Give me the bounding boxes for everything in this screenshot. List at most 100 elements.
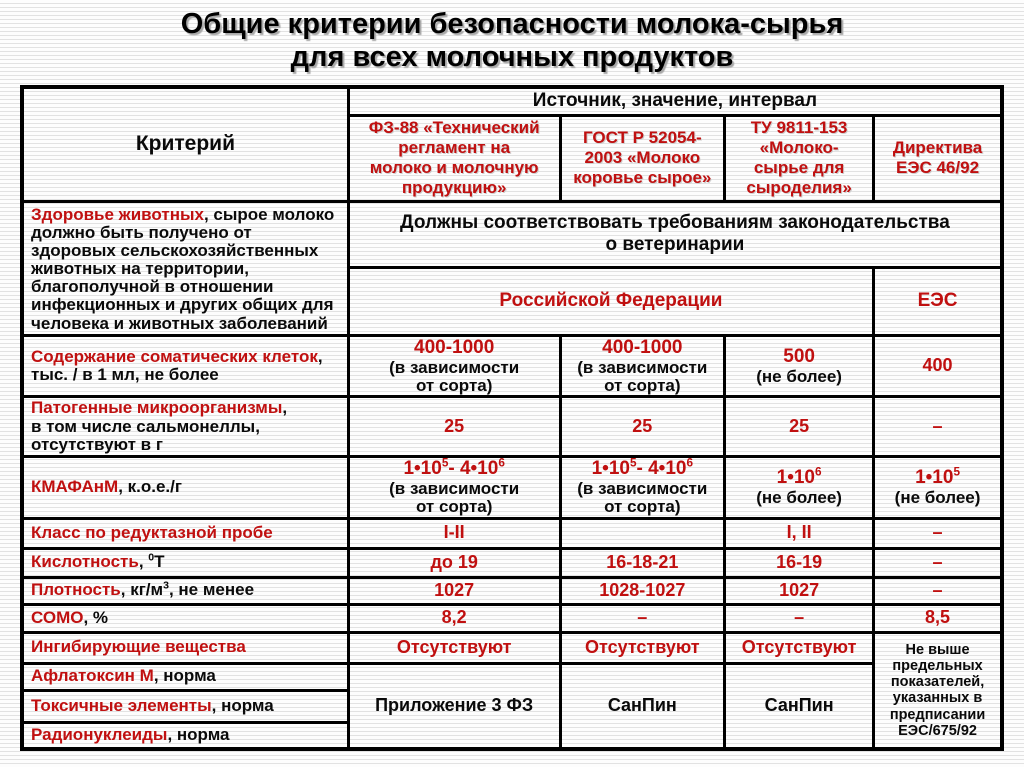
row-kmafanm: КМАФАнМ, к.о.е./г 1•105- 4•106 (в зависим… [20, 454, 1004, 520]
somatic-value-tu-num: 500 [783, 345, 815, 367]
reductase-value-directive: – [872, 516, 1004, 550]
health-value-rf: Российской Федерации [346, 265, 876, 337]
row-health: Здоровье животных, сырое молоко должно б… [20, 199, 1004, 337]
row-radionuclides: Радионуклеиды, норма [20, 720, 1002, 751]
acidity-value-fz88: до 19 [346, 546, 562, 579]
somo-value-tu: – [723, 602, 876, 634]
pathogens-label: Патогенные микроорганизмы, в том числе с… [20, 395, 350, 458]
inhibitors-value-tu: Отсутствуют [723, 630, 876, 665]
somo-label-term: СОМО [31, 607, 84, 627]
radionuclides-label-rest: , норма [167, 725, 230, 745]
column-header-directive: Директива ЕЭС 46/92 [872, 113, 1004, 203]
kmafanm-value-tu: 1•106 (не более) [723, 454, 876, 520]
row-aflatoxin: Афлатоксин М, норма Приложение 3 ФЗ СанП… [20, 661, 1002, 751]
somatic-value-tu-note: (не более) [756, 366, 842, 386]
criterion-header: Критерий [20, 85, 350, 203]
page-title-line1: Общие критерии безопасности молока-сырья [180, 8, 844, 40]
somatic-value-directive: 400 [872, 333, 1004, 399]
acidity-label-term: Кислотность [31, 552, 139, 572]
toxic-elements-label-term: Токсичные элементы [31, 695, 212, 715]
inhibitors-label: Ингибирующие вещества [20, 630, 350, 665]
appendix-value: Приложение 3 ФЗ [346, 661, 562, 751]
acidity-label: Кислотность, 0Т [20, 546, 350, 579]
health-law-value: Должны соответствовать требованиям закон… [346, 199, 1004, 269]
page-title: Общие критерии безопасности молока-сырья… [0, 8, 1024, 74]
somatic-value-gost-num: 400-1000 [602, 336, 683, 358]
somatic-label-term: Содержание соматических клеток [31, 346, 318, 366]
toxic-elements-label-rest: , норма [211, 695, 274, 715]
pathogens-value-fz88: 25 [346, 395, 562, 458]
somo-value-gost: – [558, 602, 727, 634]
row-inhibitors: Ингибирующие вещества Отсутствуют Отсутс… [20, 630, 1004, 751]
somo-label: СОМО, % [20, 602, 350, 634]
column-header-fz88: ФЗ-88 «Технический регламент на молоко и… [346, 113, 562, 203]
kmafanm-value-gost-note: (в зависимости от сорта) [577, 478, 708, 516]
pathogens-value-tu: 25 [723, 395, 876, 458]
health-label: Здоровье животных, сырое молоко должно б… [20, 199, 350, 337]
somo-value-directive: 8,5 [872, 602, 1004, 634]
inhibitors-label-term: Ингибирующие вещества [31, 637, 246, 657]
row-density: Плотность, кг/м3, не менее 1027 1028-102… [20, 575, 1004, 606]
criteria-table: Критерий Источник, значение, интервал ФЗ… [20, 85, 1004, 752]
reductase-label-term: Класс по редуктазной пробе [31, 522, 273, 542]
density-value-tu: 1027 [723, 575, 876, 606]
row-toxic-elements: Токсичные элементы, норма [20, 688, 1002, 724]
acidity-value-gost: 16-18-21 [558, 546, 727, 579]
radionuclides-label-term: Радионуклеиды [31, 725, 168, 745]
somatic-value-gost-note: (в зависимости от сорта) [577, 357, 708, 395]
kmafanm-value-gost: 1•105- 4•106 (в зависимости от сорта) [558, 454, 727, 520]
kmafanm-value-directive: 1•105 (не более) [872, 454, 1004, 520]
row-pathogens: Патогенные микроорганизмы, в том числе с… [20, 395, 1004, 458]
pathogens-value-gost: 25 [558, 395, 727, 458]
row-reductase: Класс по редуктазной пробе I-II I, II – [20, 516, 1004, 550]
acidity-value-tu: 16-19 [723, 546, 876, 579]
row-acidity: Кислотность, 0Т до 19 16-18-21 16-19 – [20, 546, 1004, 579]
reductase-value-gost [558, 516, 727, 550]
reductase-value-fz88: I-II [346, 516, 562, 550]
sanpin-value-tu: СанПин [723, 661, 876, 751]
somatic-value-fz88: 400-1000 (в зависимости от сорта) [346, 333, 562, 399]
density-value-fz88: 1027 [346, 575, 562, 606]
column-header-tu: ТУ 9811-153 «Молоко- сырье для сыроделия… [723, 113, 876, 203]
somatic-label-rest: , тыс. / в 1 мл, не более [31, 346, 323, 385]
page-title-line2: для всех молочных продуктов [290, 40, 734, 73]
kmafanm-value-tu-note: (не более) [756, 487, 842, 507]
pathogens-label-rest: , в том числе сальмонеллы, отсутствуют в… [31, 398, 288, 454]
somatic-value-tu: 500 (не более) [723, 333, 876, 399]
row-somo: СОМО, % 8,2 – – 8,5 [20, 602, 1004, 634]
density-value-directive: – [872, 575, 1004, 606]
health-label-term: Здоровье животных [31, 204, 204, 224]
inhibitors-value-fz88: Отсутствуют [346, 630, 562, 665]
health-value-ees: ЕЭС [872, 265, 1004, 337]
acidity-value-directive: – [872, 546, 1004, 579]
kmafanm-value-directive-note: (не более) [894, 487, 981, 507]
kmafanm-label-term: КМАФАнМ [31, 477, 119, 497]
somatic-label: Содержание соматических клеток, тыс. / в… [20, 333, 350, 399]
kmafanm-label-rest: , к.о.е./г [118, 477, 182, 497]
kmafanm-value-fz88-note: (в зависимости от сорта) [389, 478, 520, 516]
radionuclides-label: Радионуклеиды, норма [20, 720, 350, 751]
aflatoxin-label: Афлатоксин М, норма [20, 661, 350, 692]
inhibitors-value-gost: Отсутствуют [558, 630, 727, 665]
kmafanm-label: КМАФАнМ, к.о.е./г [20, 454, 350, 520]
toxic-elements-label: Токсичные элементы, норма [20, 688, 350, 724]
sanpin-value-gost: СанПин [558, 661, 727, 751]
aflatoxin-label-term: Афлатоксин М [31, 666, 154, 686]
pathogens-value-directive: – [872, 395, 1004, 458]
source-header: Источник, значение, интервал [346, 85, 1004, 117]
row-somatic: Содержание соматических клеток, тыс. / в… [20, 333, 1004, 399]
reductase-value-tu: I, II [723, 516, 876, 550]
column-header-gost: ГОСТ Р 52054- 2003 «Молоко коровье сырое… [558, 113, 727, 203]
header-row-source: Критерий Источник, значение, интервал [20, 85, 1004, 203]
somatic-value-fz88-num: 400-1000 [414, 336, 495, 358]
somatic-value-fz88-note: (в зависимости от сорта) [389, 357, 520, 395]
density-value-gost: 1028-1027 [558, 575, 727, 606]
density-label: Плотность, кг/м3, не менее [20, 575, 350, 606]
somo-label-rest: , % [83, 607, 109, 627]
somatic-value-gost: 400-1000 (в зависимости от сорта) [558, 333, 727, 399]
reductase-label: Класс по редуктазной пробе [20, 516, 350, 550]
row-health-jurisdiction: Российской Федерации ЕЭС [22, 265, 1004, 337]
health-label-rest: , сырое молоко должно быть получено от з… [31, 204, 335, 333]
density-label-term: Плотность [31, 580, 121, 600]
